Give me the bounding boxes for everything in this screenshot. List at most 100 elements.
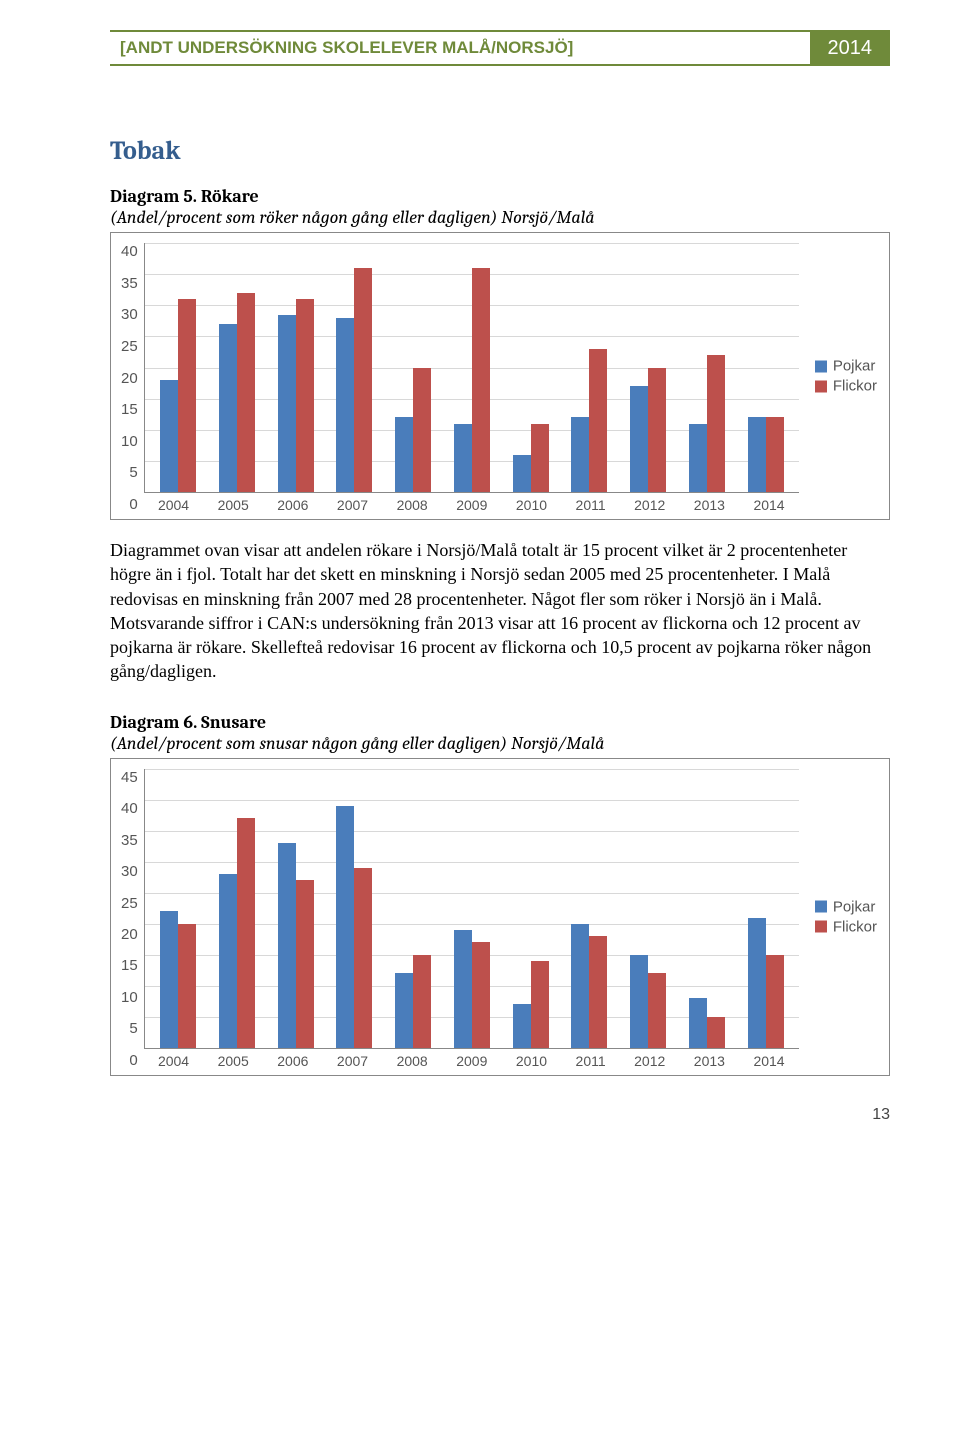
bar — [766, 417, 784, 492]
y-tick: 0 — [129, 496, 137, 513]
y-tick: 40 — [121, 243, 138, 260]
bar — [531, 961, 549, 1048]
x-tick: 2005 — [218, 497, 249, 513]
y-tick: 15 — [121, 957, 138, 974]
x-tick: 2008 — [397, 1053, 428, 1069]
legend: Pojkar Flickor — [815, 355, 877, 398]
bar — [707, 355, 725, 492]
bar — [219, 874, 237, 1048]
bar — [395, 417, 413, 492]
diagram5-subtitle: (Andel/procent som röker någon gång elle… — [110, 207, 890, 228]
header-title: [ANDT UNDERSÖKNING SKOLELEVER MALÅ/NORSJ… — [110, 30, 810, 66]
bar — [513, 1004, 531, 1047]
bar-group — [395, 769, 431, 1048]
bar — [413, 955, 431, 1048]
x-tick: 2013 — [694, 497, 725, 513]
x-tick: 2011 — [576, 1053, 606, 1069]
bar — [748, 417, 766, 492]
y-tick: 5 — [129, 1020, 137, 1037]
bar-group — [454, 243, 490, 492]
bars — [145, 769, 799, 1048]
legend-swatch — [815, 380, 827, 392]
bars — [145, 243, 799, 492]
bar — [454, 930, 472, 1048]
bar — [571, 924, 589, 1048]
x-tick: 2006 — [277, 497, 308, 513]
diagram6-title: Diagram 6. Snusare — [110, 712, 890, 733]
bar — [278, 315, 296, 492]
x-tick: 2012 — [634, 497, 665, 513]
legend-swatch — [815, 901, 827, 913]
x-tick: 2005 — [218, 1053, 249, 1069]
bar-group — [689, 243, 725, 492]
plot-area — [144, 769, 799, 1049]
chart5: 4035302520151050200420052006200720082009… — [110, 232, 890, 520]
bar — [589, 936, 607, 1048]
bar — [354, 268, 372, 492]
legend-item: Flickor — [815, 378, 877, 395]
x-tick: 2004 — [158, 1053, 189, 1069]
x-tick: 2010 — [516, 497, 547, 513]
bar-group — [454, 769, 490, 1048]
bar — [160, 380, 178, 492]
bar — [630, 955, 648, 1048]
x-tick: 2006 — [277, 1053, 308, 1069]
bar — [513, 455, 531, 492]
y-tick: 10 — [121, 433, 138, 450]
bar — [395, 973, 413, 1047]
bar-group — [160, 769, 196, 1048]
x-tick: 2011 — [576, 497, 606, 513]
x-tick: 2007 — [337, 1053, 368, 1069]
plot-area — [144, 243, 799, 493]
x-tick: 2009 — [456, 497, 487, 513]
y-tick: 25 — [121, 338, 138, 355]
bar — [336, 318, 354, 492]
y-axis: 454035302520151050 — [121, 769, 144, 1069]
bar — [237, 293, 255, 492]
bar — [160, 911, 178, 1047]
bar-group — [219, 769, 255, 1048]
bar-group — [630, 243, 666, 492]
y-tick: 20 — [121, 370, 138, 387]
page-number: 13 — [110, 1106, 890, 1124]
bar — [707, 1017, 725, 1048]
y-tick: 45 — [121, 769, 138, 786]
bar-group — [336, 769, 372, 1048]
bar — [336, 806, 354, 1048]
bar-group — [395, 243, 431, 492]
legend: PojkarFlickor — [815, 895, 877, 938]
bar-group — [571, 243, 607, 492]
x-tick: 2009 — [456, 1053, 487, 1069]
bar-group — [278, 769, 314, 1048]
x-tick: 2014 — [753, 1053, 784, 1069]
legend-item: Pojkar — [815, 358, 877, 375]
bar — [178, 924, 196, 1048]
bar — [237, 818, 255, 1047]
bar-group — [748, 769, 784, 1048]
y-tick: 30 — [121, 306, 138, 323]
x-tick: 2012 — [634, 1053, 665, 1069]
bar-group — [336, 243, 372, 492]
bar — [531, 424, 549, 492]
bar-group — [630, 769, 666, 1048]
x-tick: 2004 — [158, 497, 189, 513]
bar — [766, 955, 784, 1048]
bar-group — [748, 243, 784, 492]
bar — [571, 417, 589, 492]
y-tick: 35 — [121, 832, 138, 849]
diagram6-subtitle: (Andel/procent som snusar någon gång ell… — [110, 733, 890, 754]
x-tick: 2014 — [753, 497, 784, 513]
y-tick: 20 — [121, 926, 138, 943]
x-tick: 2008 — [397, 497, 428, 513]
y-axis: 4035302520151050 — [121, 243, 144, 513]
bar — [278, 843, 296, 1048]
legend-label: Pojkar — [833, 898, 876, 915]
body-paragraph: Diagrammet ovan visar att andelen rökare… — [110, 538, 890, 684]
bar — [472, 268, 490, 492]
bar — [413, 368, 431, 493]
bar — [648, 973, 666, 1047]
bar-group — [571, 769, 607, 1048]
legend-label: Flickor — [833, 378, 877, 395]
section-title: Tobak — [110, 136, 890, 166]
x-tick: 2007 — [337, 497, 368, 513]
